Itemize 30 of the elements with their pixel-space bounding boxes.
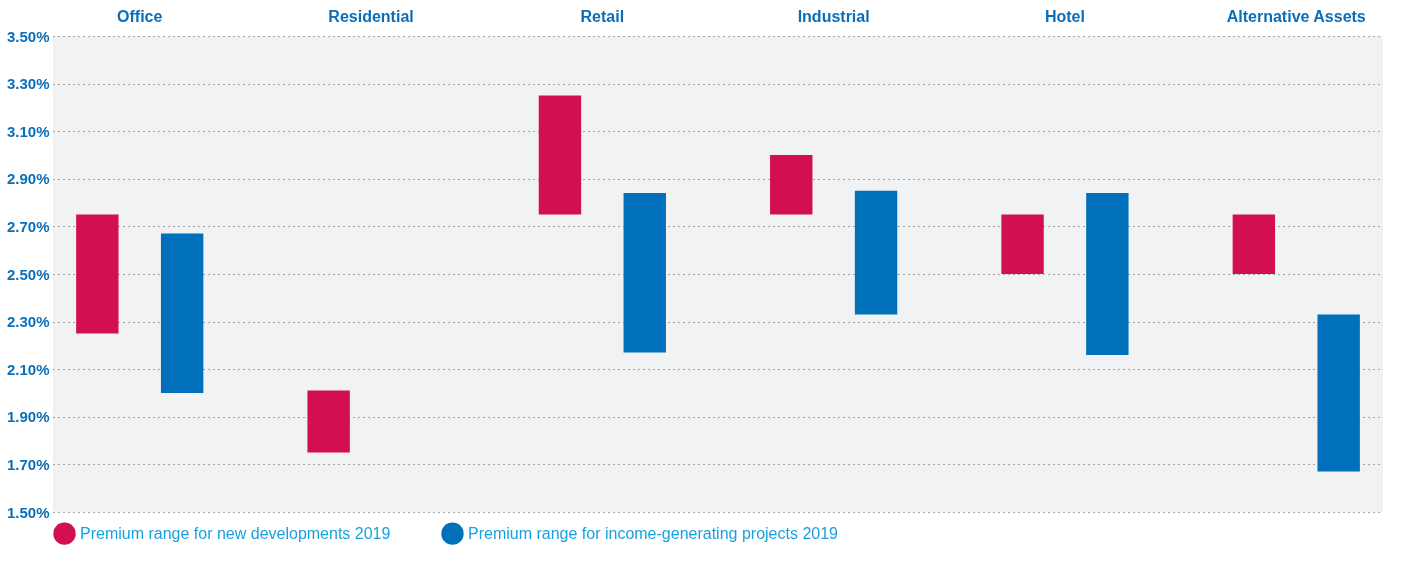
bar <box>770 155 813 215</box>
y-tick-label: 2.30% <box>6 313 50 331</box>
bar <box>307 390 350 453</box>
y-tick-label: 1.70% <box>6 455 50 473</box>
x-tick-label: Retail <box>580 7 625 25</box>
bar <box>1317 314 1360 472</box>
y-tick-label: 2.70% <box>6 217 50 235</box>
x-tick-label: Hotel <box>1044 7 1085 25</box>
y-tick-label: 2.90% <box>6 170 50 188</box>
bar <box>1086 193 1129 355</box>
x-tick-label: Industrial <box>797 7 870 25</box>
bar <box>1001 214 1044 274</box>
y-tick-label: 1.50% <box>6 503 50 521</box>
bar <box>1232 214 1276 274</box>
y-tick-label: 1.90% <box>6 408 50 426</box>
y-tick-label: 2.50% <box>6 265 50 283</box>
legend-label: Premium range for income-generating projects 2019 <box>468 524 839 542</box>
bar <box>76 214 119 334</box>
y-tick-label: 3.30% <box>6 75 50 93</box>
x-tick-label: Office <box>117 7 163 25</box>
bar <box>160 233 204 393</box>
x-tick-label: Alternative Assets <box>1226 7 1366 25</box>
bar <box>854 190 898 315</box>
y-tick-label: 3.50% <box>6 27 50 45</box>
bar <box>538 95 582 215</box>
legend-label: Premium range for new developments 2019 <box>80 524 391 542</box>
y-tick-label: 2.10% <box>6 360 50 378</box>
bar <box>623 193 666 353</box>
y-tick-label: 3.10% <box>6 122 50 140</box>
x-tick-label: Residential <box>328 7 414 25</box>
